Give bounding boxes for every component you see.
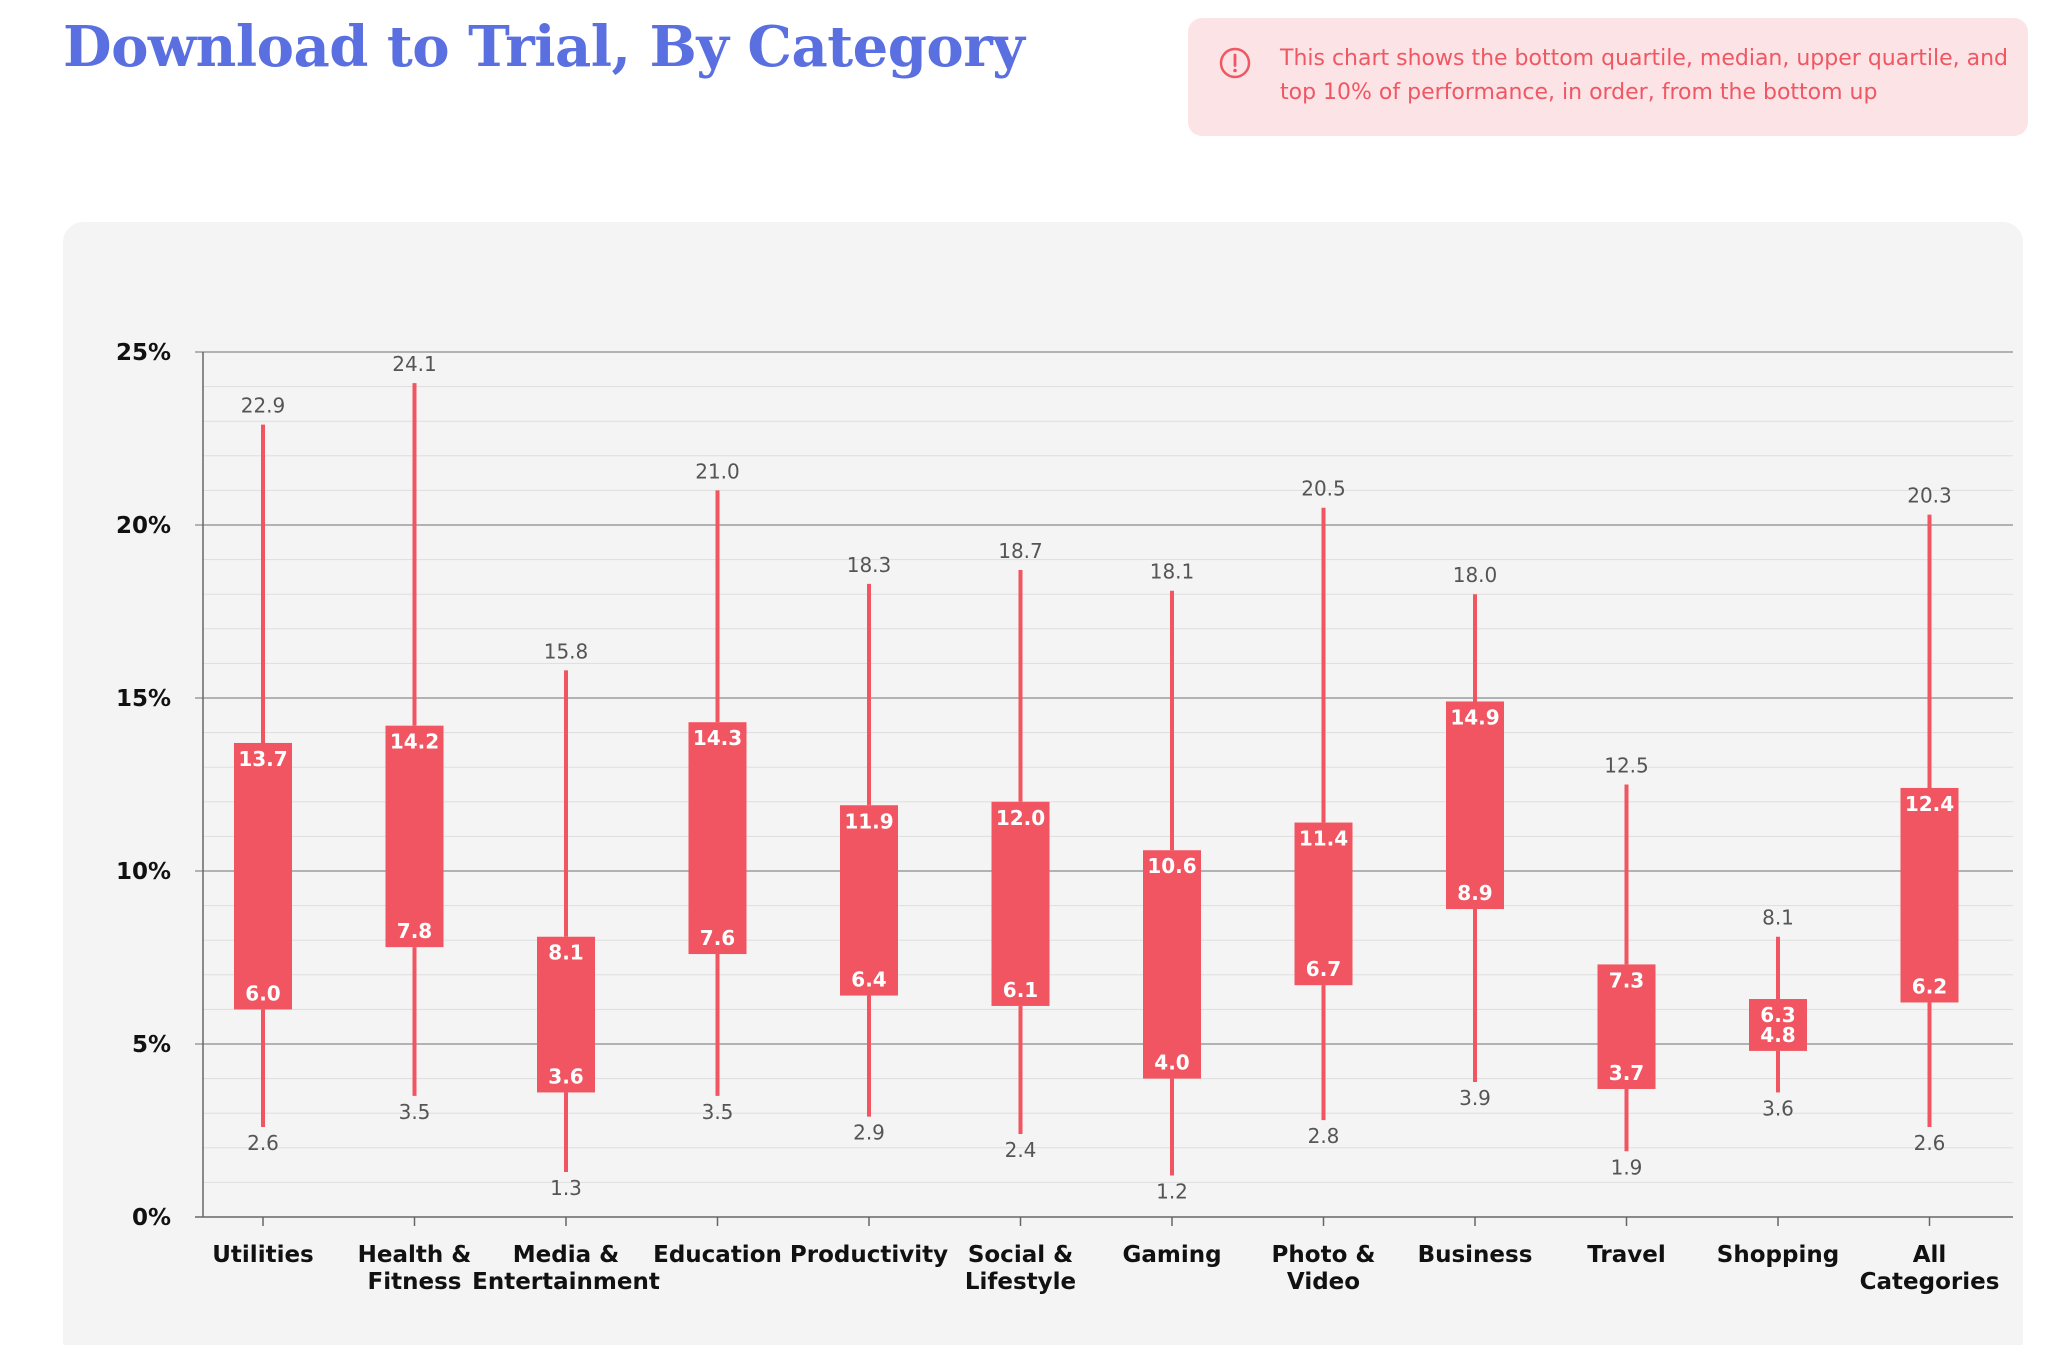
alert-circle-icon bbox=[1219, 47, 1251, 79]
bottom-quartile-label: 2.6 bbox=[1914, 1131, 1946, 1155]
x-category-label: Video bbox=[1287, 1269, 1360, 1295]
median-label: 6.1 bbox=[1003, 978, 1038, 1002]
median-label: 3.6 bbox=[548, 1064, 583, 1088]
bottom-quartile-label: 3.6 bbox=[1762, 1096, 1794, 1120]
top-10-label: 18.7 bbox=[998, 539, 1043, 563]
upper-quartile-label: 6.3 bbox=[1760, 1003, 1795, 1027]
upper-quartile-label: 8.1 bbox=[548, 941, 583, 965]
top-10-label: 8.1 bbox=[1762, 906, 1794, 930]
bottom-quartile-label: 3.5 bbox=[702, 1100, 734, 1124]
upper-quartile-label: 12.0 bbox=[996, 806, 1045, 830]
upper-quartile-label: 10.6 bbox=[1147, 854, 1196, 878]
bottom-quartile-label: 3.9 bbox=[1459, 1086, 1491, 1110]
top-10-label: 15.8 bbox=[544, 639, 589, 663]
median-label: 4.0 bbox=[1154, 1051, 1189, 1075]
top-10-label: 18.0 bbox=[1453, 563, 1498, 587]
x-category-label: Photo & bbox=[1272, 1242, 1376, 1268]
iqr-box bbox=[1143, 850, 1201, 1079]
chart-panel: 0% 5% 10% 15% 20% 25% 22.9 13.7 6.0 2.6 Utilities 2… bbox=[63, 222, 2023, 1345]
iqr-box bbox=[537, 936, 595, 1093]
upper-quartile-label: 14.9 bbox=[1450, 705, 1499, 729]
y-tick-label: 10% bbox=[116, 859, 171, 885]
info-banner: This chart shows the bottom quartile, me… bbox=[1188, 18, 2028, 136]
x-category-label: Travel bbox=[1587, 1242, 1666, 1268]
bottom-quartile-label: 2.4 bbox=[1005, 1138, 1037, 1162]
x-category-label: Media & bbox=[513, 1242, 619, 1268]
x-category-label: Gaming bbox=[1122, 1242, 1221, 1268]
y-tick-label: 5% bbox=[132, 1032, 171, 1058]
x-category-label: Productivity bbox=[790, 1242, 948, 1268]
median-label: 7.8 bbox=[397, 919, 432, 943]
top-10-label: 18.3 bbox=[847, 553, 892, 577]
median-label: 6.4 bbox=[851, 968, 886, 992]
x-category-label: Lifestyle bbox=[965, 1269, 1076, 1295]
x-category-label: Entertainment bbox=[472, 1269, 660, 1295]
page-title: Download to Trial, By Category bbox=[63, 14, 1025, 80]
median-label: 4.8 bbox=[1760, 1023, 1795, 1047]
upper-quartile-label: 14.2 bbox=[390, 730, 439, 754]
x-category-label: Business bbox=[1418, 1242, 1533, 1268]
iqr-box bbox=[688, 722, 747, 955]
top-10-label: 22.9 bbox=[241, 394, 286, 418]
upper-quartile-label: 11.9 bbox=[844, 809, 893, 833]
iqr-box bbox=[1749, 999, 1807, 1051]
x-category-label: Categories bbox=[1860, 1269, 2000, 1295]
bottom-quartile-label: 2.9 bbox=[853, 1121, 885, 1145]
median-label: 6.7 bbox=[1306, 957, 1341, 981]
info-text: This chart shows the bottom quartile, me… bbox=[1280, 46, 2009, 105]
upper-quartile-label: 14.3 bbox=[693, 726, 742, 750]
x-category-label: Social & bbox=[968, 1242, 1073, 1268]
y-tick-label: 25% bbox=[116, 340, 171, 366]
y-tick-label: 15% bbox=[116, 686, 171, 712]
iqr-box bbox=[840, 805, 898, 996]
upper-quartile-label: 13.7 bbox=[238, 747, 287, 771]
top-10-label: 18.1 bbox=[1150, 560, 1195, 584]
y-tick-label: 0% bbox=[132, 1205, 171, 1231]
iqr-box bbox=[1294, 822, 1353, 986]
median-label: 3.7 bbox=[1609, 1061, 1644, 1085]
x-category-label: Health & bbox=[358, 1242, 472, 1268]
median-label: 8.9 bbox=[1457, 881, 1492, 905]
iqr-box bbox=[1597, 964, 1656, 1089]
box-chart: 0% 5% 10% 15% 20% 25% 22.9 13.7 6.0 2.6 Utilities 2… bbox=[116, 340, 2013, 1295]
upper-quartile-label: 12.4 bbox=[1905, 792, 1954, 816]
x-category-label: All bbox=[1913, 1242, 1947, 1268]
x-category-label: Education bbox=[653, 1242, 782, 1268]
upper-quartile-label: 7.3 bbox=[1609, 968, 1644, 992]
x-category-label: Utilities bbox=[212, 1242, 314, 1268]
y-tick-label: 20% bbox=[116, 513, 171, 539]
x-category-label: Shopping bbox=[1717, 1242, 1839, 1268]
iqr-box bbox=[1446, 701, 1504, 910]
bottom-quartile-label: 1.3 bbox=[550, 1176, 582, 1200]
x-category-label: Fitness bbox=[368, 1269, 462, 1295]
top-10-label: 20.5 bbox=[1301, 477, 1346, 501]
iqr-box bbox=[385, 725, 444, 948]
top-10-label: 24.1 bbox=[392, 352, 437, 376]
top-10-label: 20.3 bbox=[1907, 484, 1952, 508]
median-label: 7.6 bbox=[700, 926, 735, 950]
iqr-box bbox=[234, 742, 292, 1010]
upper-quartile-label: 11.4 bbox=[1299, 827, 1348, 851]
median-label: 6.0 bbox=[245, 981, 280, 1005]
top-10-label: 12.5 bbox=[1604, 754, 1649, 778]
bottom-quartile-label: 1.2 bbox=[1156, 1179, 1188, 1203]
median-label: 6.2 bbox=[1912, 974, 1947, 998]
bottom-quartile-label: 3.5 bbox=[399, 1100, 431, 1124]
bottom-quartile-label: 1.9 bbox=[1611, 1155, 1643, 1179]
iqr-box bbox=[1900, 787, 1959, 1003]
iqr-box bbox=[991, 801, 1050, 1006]
top-10-label: 21.0 bbox=[695, 459, 740, 483]
bottom-quartile-label: 2.8 bbox=[1308, 1124, 1340, 1148]
bottom-quartile-label: 2.6 bbox=[247, 1131, 279, 1155]
